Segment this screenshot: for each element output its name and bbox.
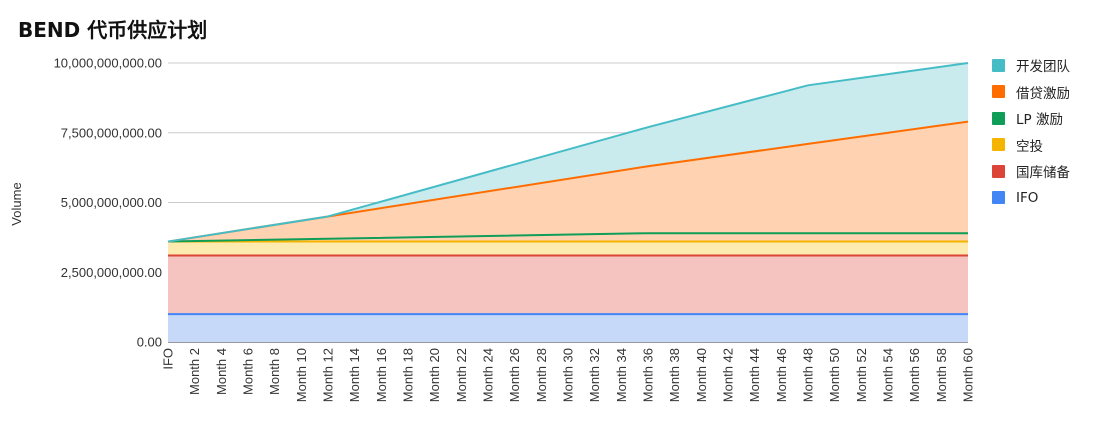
legend-item[interactable]: IFO <box>992 185 1070 212</box>
legend-swatch <box>992 85 1005 99</box>
x-tick-label: Month 4 <box>214 348 229 395</box>
chart-title: BEND 代币供应计划 <box>18 18 208 42</box>
x-tick-label: Month 24 <box>481 348 496 402</box>
legend-label: 开发团队 <box>1016 59 1070 76</box>
x-tick-label: Month 34 <box>614 348 629 402</box>
y-tick-label: 10,000,000,000.00 <box>54 56 162 71</box>
x-tick-label: Month 42 <box>721 348 736 402</box>
x-tick-label: Month 50 <box>827 348 842 402</box>
legend-label: 空投 <box>1016 138 1043 155</box>
x-tick-label: Month 26 <box>507 348 522 402</box>
legend: 开发团队借贷激励 LP 激励空投国库储备 IFO <box>992 52 1070 211</box>
x-tick-label: Month 44 <box>747 348 762 402</box>
y-tick-label: 0.00 <box>137 335 162 350</box>
x-tick-label: Month 18 <box>401 348 416 402</box>
x-tick-label: Month 20 <box>427 348 442 402</box>
area-2 <box>168 255 968 315</box>
legend-swatch <box>992 111 1005 125</box>
x-tick-label: Month 12 <box>321 348 336 402</box>
legend-label: IFO <box>1016 189 1039 206</box>
x-tick-label: Month 48 <box>801 348 816 402</box>
x-tick-label: Month 28 <box>534 348 549 402</box>
area-1 <box>168 314 968 342</box>
y-tick-label: 5,000,000,000.00 <box>61 195 162 210</box>
area-3 <box>168 241 968 256</box>
x-axis: IFO Month 2 Month 4 Month 6 Month 8 Month 10 M… <box>161 348 976 402</box>
legend-item[interactable]: 空投 <box>992 132 1070 159</box>
legend-swatch <box>992 58 1005 72</box>
x-tick-label: Month 14 <box>347 348 362 402</box>
legend-item[interactable]: 借贷激励 <box>992 79 1070 106</box>
legend-item[interactable]: 国库储备 <box>992 158 1070 185</box>
y-tick-label: 7,500,000,000.00 <box>61 125 162 140</box>
series-areas <box>168 63 968 342</box>
y-tick-label: 2,500,000,000.00 <box>61 265 162 280</box>
x-tick-label: Month 58 <box>934 348 949 402</box>
x-tick-label: Month 60 <box>961 348 976 402</box>
x-tick-label: Month 36 <box>641 348 656 402</box>
y-axis-title: Volume <box>9 182 24 225</box>
x-tick-label: Month 30 <box>561 348 576 402</box>
x-tick-label: Month 54 <box>881 348 896 402</box>
legend-item[interactable]: 开发团队 <box>992 52 1070 79</box>
x-tick-label: Month 8 <box>267 348 282 395</box>
legend-label: 借贷激励 <box>1016 85 1070 102</box>
x-tick-label: Month 40 <box>694 348 709 402</box>
y-axis: 0.00 2,500,000,000.00 5,000,000,000.00 7,50… <box>54 56 162 350</box>
area-6 <box>168 63 968 242</box>
x-tick-label: Month 56 <box>907 348 922 402</box>
legend-swatch <box>992 164 1005 178</box>
series-line-4 <box>167 232 968 243</box>
x-tick-label: Month 10 <box>294 348 309 402</box>
x-tick-label: Month 32 <box>587 348 602 402</box>
legend-swatch <box>992 191 1005 205</box>
x-tick-label: Month 46 <box>774 348 789 402</box>
legend-item[interactable]: LP 激励 <box>992 105 1070 132</box>
x-tick-label: Month 6 <box>241 348 256 395</box>
x-tick-label: Month 38 <box>667 348 682 402</box>
legend-label: 国库储备 <box>1016 165 1070 182</box>
area-4 <box>168 233 968 242</box>
x-tick-label: Month 22 <box>454 348 469 402</box>
legend-swatch <box>992 138 1005 152</box>
legend-label: LP 激励 <box>1016 112 1063 129</box>
area-5 <box>168 121 968 242</box>
x-tick-label: Month 16 <box>374 348 389 402</box>
x-tick-label: Month 52 <box>854 348 869 402</box>
x-tick-label: Month 2 <box>187 348 202 395</box>
x-tick-label: IFO <box>161 348 176 370</box>
series-lines <box>167 62 969 316</box>
series-line-6 <box>167 62 969 243</box>
